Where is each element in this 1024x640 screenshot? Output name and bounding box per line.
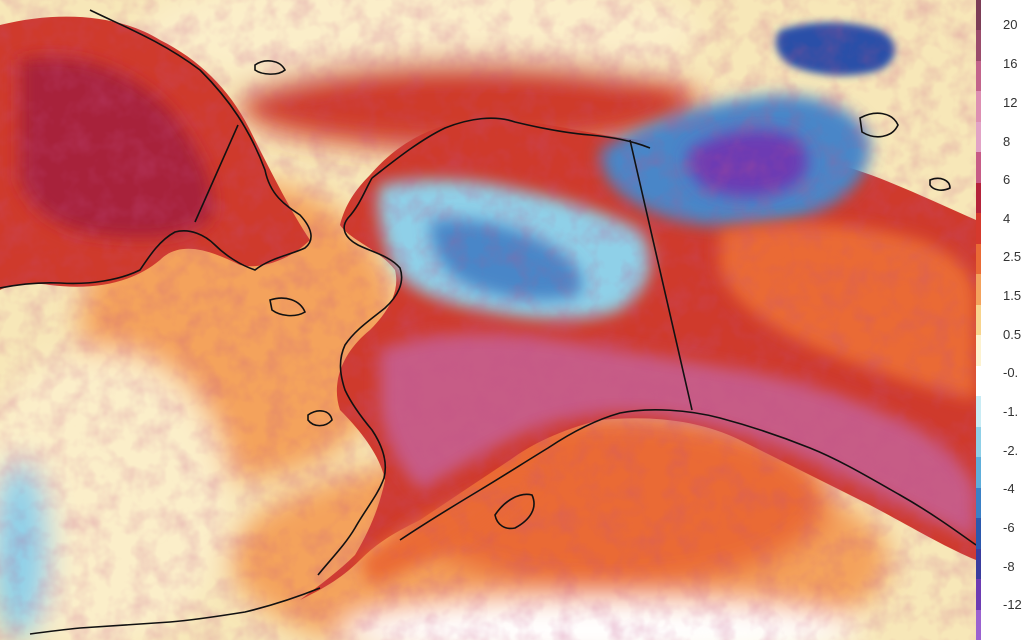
legend-label: 8 [1003, 134, 1011, 149]
russia-us-line [194, 124, 239, 223]
legend-label: 1.5 [1003, 288, 1022, 303]
legend-swatch [976, 0, 981, 32]
legend-swatch [976, 396, 981, 428]
legend-label: -6 [1003, 520, 1015, 535]
alaska-coast-north [371, 117, 651, 179]
legend-swatch [976, 304, 981, 337]
aleutian-chain [29, 587, 321, 635]
wrangel-island [254, 60, 286, 75]
legend-label: 6 [1003, 172, 1011, 187]
legend-label: 0.5 [1003, 327, 1022, 342]
legend-label: 12 [1003, 95, 1018, 110]
legend-swatch [976, 60, 981, 93]
legend-swatch [976, 487, 981, 520]
legend-swatch [976, 274, 981, 306]
us-canada-border [629, 139, 693, 411]
arctic-island-a [859, 112, 899, 138]
legend-label: -12 [1003, 597, 1022, 612]
legend-label: -4 [1003, 481, 1015, 496]
legend-swatch [976, 182, 981, 215]
legend-swatch [976, 548, 981, 581]
alaska-coast-south [399, 409, 976, 546]
legend-swatch [976, 518, 981, 550]
legend-swatch [976, 365, 981, 398]
legend-label: -2. [1003, 443, 1019, 458]
chukotka-coast [0, 9, 312, 289]
legend-swatch [976, 121, 981, 154]
legend-swatch [976, 609, 981, 640]
temperature-anomaly-map [0, 0, 976, 640]
legend-label: 16 [1003, 56, 1018, 71]
legend-label: -0. [1003, 365, 1019, 380]
legend-swatch [976, 335, 981, 367]
kodiak-island [494, 493, 535, 530]
arctic-island-b [929, 177, 951, 191]
legend-label: 20 [1003, 17, 1018, 32]
nunivak-island [307, 410, 333, 427]
legend-label: 4 [1003, 211, 1011, 226]
color-scale-legend [976, 0, 1024, 640]
alaska-coast-west [317, 177, 403, 576]
legend-label: -8 [1003, 559, 1015, 574]
legend-swatch [976, 213, 981, 245]
texture-overlay [0, 0, 976, 640]
legend-swatch [976, 243, 981, 276]
legend-swatch [976, 91, 981, 123]
coastlines [0, 9, 976, 635]
legend-swatch [976, 30, 981, 62]
legend-label: -1. [1003, 404, 1019, 419]
legend-swatch [976, 457, 981, 489]
legend-swatch [976, 426, 981, 459]
legend-swatch [976, 579, 981, 611]
legend-swatch [976, 152, 981, 184]
st-lawrence-island [269, 297, 307, 317]
legend-label: 2.5 [1003, 249, 1022, 264]
